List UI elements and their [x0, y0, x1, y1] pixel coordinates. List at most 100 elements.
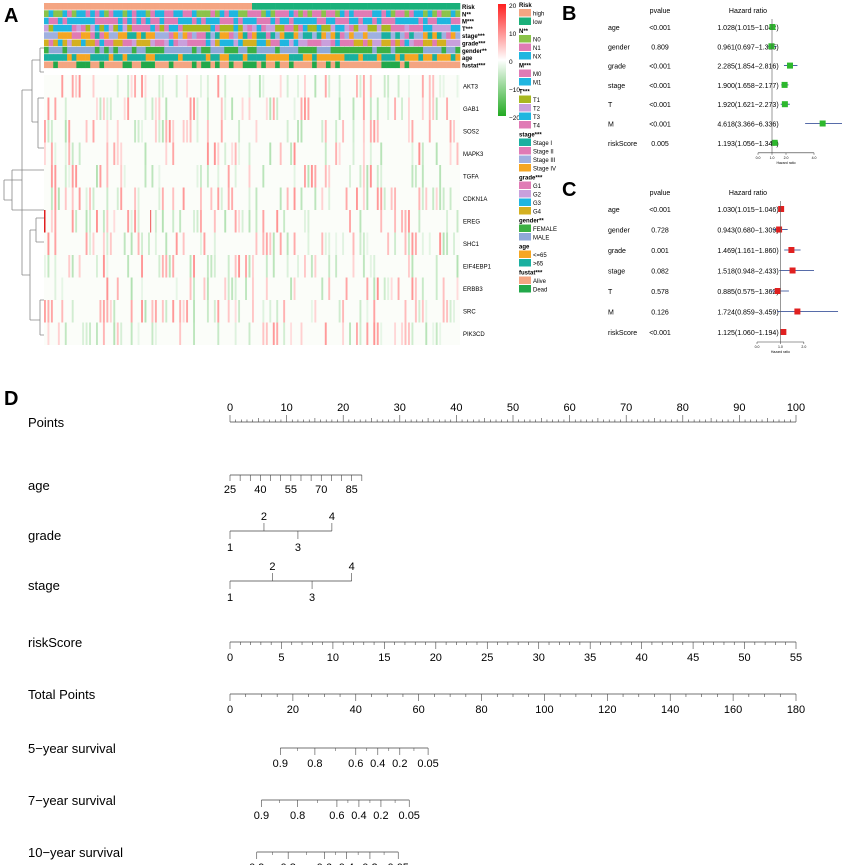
annotation-cell: [386, 61, 391, 69]
annotation-cell: [76, 46, 82, 54]
annotation-cell: [71, 3, 77, 10]
annotation-cell: [159, 24, 165, 32]
annotation-cell: [353, 61, 359, 69]
variable-label: gender: [608, 228, 630, 235]
heatmap-cell: [342, 322, 345, 345]
annotation-cell: [279, 24, 285, 32]
annotation-cell: [178, 54, 183, 61]
heatmap-cell: [307, 97, 310, 120]
heatmap-cell: [421, 97, 424, 120]
annotation-cell: [215, 10, 220, 17]
annotation-cell: [362, 24, 368, 32]
annotation-cell: [247, 32, 253, 39]
annotation-cell: [210, 54, 216, 61]
legend-item-label: Alive: [533, 279, 547, 285]
survival-tick-label: 0.05: [417, 758, 438, 770]
annotation-cell: [187, 24, 193, 32]
points-tick-label: 20: [337, 402, 349, 414]
heatmap-cell: [435, 187, 438, 210]
heatmap-cell: [71, 165, 74, 188]
annotation-cell: [321, 39, 327, 47]
heatmap-cell: [130, 277, 133, 300]
legend-item-label: T4: [533, 123, 541, 129]
panel-label-b: B: [562, 3, 576, 25]
annotation-cell: [413, 3, 419, 10]
annotation-cell: [117, 39, 123, 47]
annotation-cell: [275, 17, 281, 25]
heatmap-cell: [411, 120, 414, 143]
annotation-cell: [316, 10, 322, 17]
annotation-cell: [302, 61, 308, 69]
annotation-cell: [386, 46, 391, 54]
x-axis-label: Hazard ratio: [771, 350, 790, 354]
annotation-cell: [293, 10, 299, 17]
annotation-cell: [62, 24, 68, 32]
heatmap-cell: [106, 97, 109, 120]
annotation-cell: [450, 24, 456, 32]
heatmap-cell: [161, 75, 164, 98]
heatmap-cell: [99, 300, 102, 323]
riskscore-tick-label: 0: [227, 652, 233, 664]
annotation-cell: [381, 61, 387, 69]
annotation-cell: [210, 24, 216, 32]
annotation-cell: [279, 61, 285, 69]
annotation-cell: [436, 46, 442, 54]
annotation-cell: [288, 24, 294, 32]
heatmap-cell: [106, 255, 109, 278]
annotation-cell: [187, 10, 193, 17]
annotation-cell: [427, 61, 433, 69]
annotation-cell: [145, 10, 151, 17]
annotation-cell: [312, 54, 318, 61]
annotation-cell: [413, 54, 419, 61]
annotation-cell: [242, 17, 248, 25]
heatmap-cell: [123, 97, 126, 120]
annotation-cell: [423, 61, 428, 69]
annotation-cell: [141, 24, 146, 32]
annotation-cell: [242, 24, 248, 32]
heatmap-cell: [158, 75, 161, 98]
heatmap-cell: [324, 322, 327, 345]
annotation-cell: [136, 32, 142, 39]
heatmap-cell: [446, 300, 449, 323]
heatmap-cell: [64, 165, 67, 188]
annotation-cell: [409, 54, 415, 61]
panel-label-c: C: [562, 179, 576, 201]
annotation-cell: [302, 17, 308, 25]
heatmap-cell: [196, 97, 199, 120]
annotation-cell: [399, 3, 405, 10]
heatmap-cell: [432, 97, 435, 120]
annotation-cell: [395, 24, 401, 32]
annotation-cell: [131, 32, 137, 39]
annotation-cell: [358, 17, 364, 25]
pvalue-label: 0.082: [651, 269, 669, 276]
heatmap-cell: [279, 75, 282, 98]
annotation-cell: [376, 46, 382, 54]
heatmap-cell: [102, 255, 105, 278]
survival-tick-label: 0.8: [281, 862, 296, 865]
annotation-cell: [423, 3, 428, 10]
annotation-cell: [173, 3, 179, 10]
annotation-cell: [307, 54, 313, 61]
heatmap-cell: [369, 165, 372, 188]
annotation-cell: [113, 39, 119, 47]
annotation-cell: [67, 17, 73, 25]
legend-swatch: [519, 121, 531, 129]
annotation-cell: [432, 61, 438, 69]
heatmap-cell: [231, 187, 234, 210]
annotation-cell: [219, 10, 225, 17]
annotation-cell: [312, 61, 318, 69]
heatmap-cell: [89, 210, 91, 233]
annotation-cell: [141, 46, 146, 54]
annotation-cell: [344, 39, 350, 47]
heatmap-cell: [442, 277, 445, 300]
heatmap-cell: [258, 75, 261, 98]
annotation-cell: [275, 46, 281, 54]
heatmap-cell: [71, 255, 74, 278]
annotation-cell: [330, 24, 336, 32]
annotation-cell: [432, 54, 438, 61]
annotation-cell: [288, 17, 294, 25]
annotation-cell: [187, 39, 193, 47]
annotation-cell: [288, 3, 294, 10]
annotation-cell: [275, 3, 281, 10]
